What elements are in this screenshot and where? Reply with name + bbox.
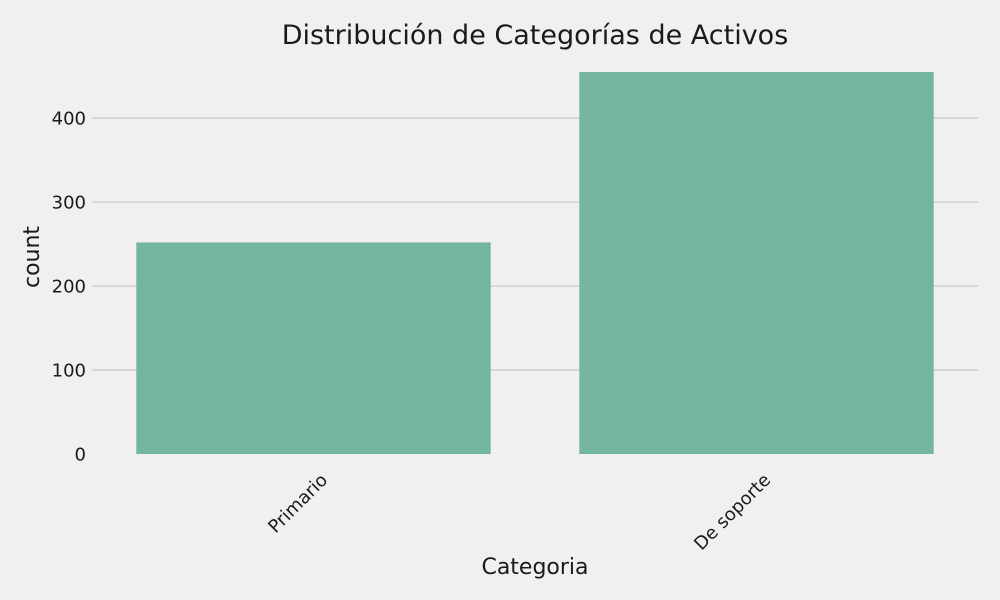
y-axis-ticks: 0 100 200 300 400: [52, 109, 86, 466]
x-axis-ticks: Primario De soporte: [264, 470, 775, 555]
y-tick-label: 400: [52, 109, 86, 130]
x-tick-label: Primario: [264, 470, 332, 538]
bar-primario: [136, 242, 491, 454]
x-axis-label: Categoria: [481, 555, 588, 580]
y-tick-label: 200: [52, 277, 86, 298]
bar-de-soporte: [579, 72, 934, 454]
x-tick-label: De soporte: [690, 470, 775, 555]
bars: [136, 72, 934, 454]
y-tick-label: 100: [52, 361, 86, 382]
y-tick-label: 0: [75, 445, 86, 466]
chart-title: Distribución de Categorías de Activos: [282, 20, 789, 51]
y-tick-label: 300: [52, 193, 86, 214]
y-axis-label: count: [20, 226, 45, 288]
